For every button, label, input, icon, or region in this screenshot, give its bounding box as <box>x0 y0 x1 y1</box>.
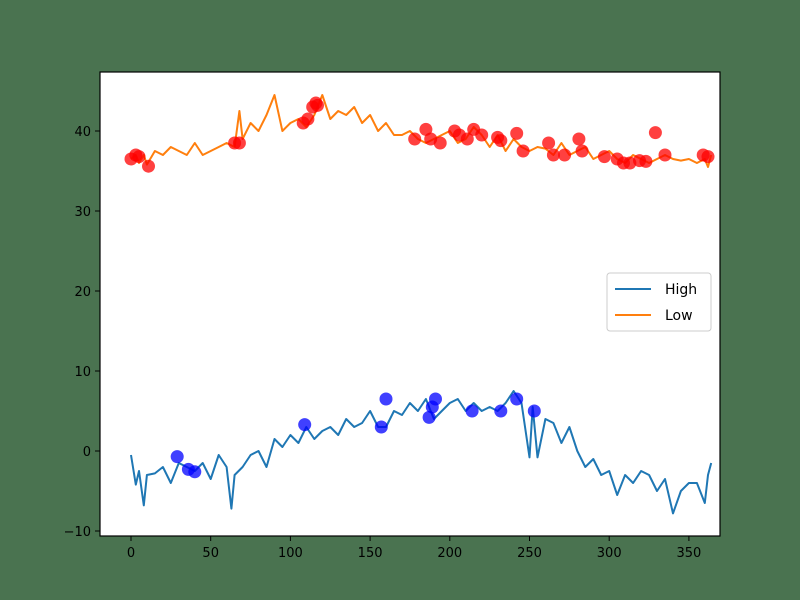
scatter-marker <box>170 450 184 464</box>
x-tick-label: 0 <box>127 546 135 561</box>
scatter-marker <box>311 98 324 112</box>
scatter-marker <box>494 404 508 418</box>
scatter-marker <box>510 392 524 406</box>
scatter-marker <box>460 132 474 146</box>
scatter-marker <box>429 392 442 406</box>
scatter-marker <box>542 136 556 150</box>
scatter-marker <box>232 136 246 150</box>
x-tick-label: 100 <box>278 546 303 561</box>
scatter-marker <box>575 144 589 158</box>
scatter-marker <box>701 150 715 164</box>
scatter-layer <box>124 96 715 479</box>
scatter-marker <box>188 465 202 479</box>
scatter-marker <box>572 132 586 146</box>
x-tick-label: 300 <box>597 546 622 561</box>
scatter-marker <box>374 420 388 434</box>
legend-label-high: High <box>665 282 697 298</box>
scatter-marker <box>546 148 560 162</box>
x-tick-label: 150 <box>358 546 383 561</box>
scatter-marker <box>510 126 524 140</box>
x-tick-label: 350 <box>676 546 701 561</box>
scatter-marker <box>475 128 489 142</box>
y-tick-label: −10 <box>64 525 91 540</box>
x-tick-label: 200 <box>437 546 462 561</box>
scatter-marker <box>422 410 436 424</box>
scatter-marker <box>419 122 433 136</box>
y-tick-label: 40 <box>74 125 91 140</box>
legend-box <box>606 272 712 332</box>
legend-label-low: Low <box>665 308 693 324</box>
scatter-marker <box>465 404 479 418</box>
scatter-marker <box>597 150 611 164</box>
scatter-marker <box>301 112 315 126</box>
x-axis: 0 50 100 150 200 250 300 350 <box>127 536 701 561</box>
plot-frame <box>99 71 721 537</box>
y-tick-label: 0 <box>83 445 91 460</box>
scatter-marker <box>132 150 146 164</box>
scatter-marker <box>298 418 312 432</box>
legend: High Low <box>606 272 712 332</box>
scatter-marker <box>648 126 662 140</box>
scatter-marker <box>408 132 422 146</box>
scatter-marker <box>142 159 155 173</box>
series-line-high <box>130 390 713 515</box>
scatter-marker <box>433 136 447 150</box>
scatter-marker <box>658 148 672 162</box>
x-tick-label: 50 <box>202 546 219 561</box>
scatter-marker <box>516 144 530 158</box>
y-axis: −10 0 10 20 30 40 <box>64 125 100 540</box>
scatter-marker <box>639 154 653 168</box>
scatter-marker <box>558 148 572 162</box>
y-tick-label: 20 <box>74 285 91 300</box>
scatter-marker <box>527 404 541 418</box>
x-tick-label: 250 <box>517 546 542 561</box>
y-tick-label: 10 <box>74 365 91 380</box>
scatter-marker <box>494 134 508 148</box>
scatter-marker <box>379 392 393 406</box>
y-tick-label: 30 <box>74 205 91 220</box>
